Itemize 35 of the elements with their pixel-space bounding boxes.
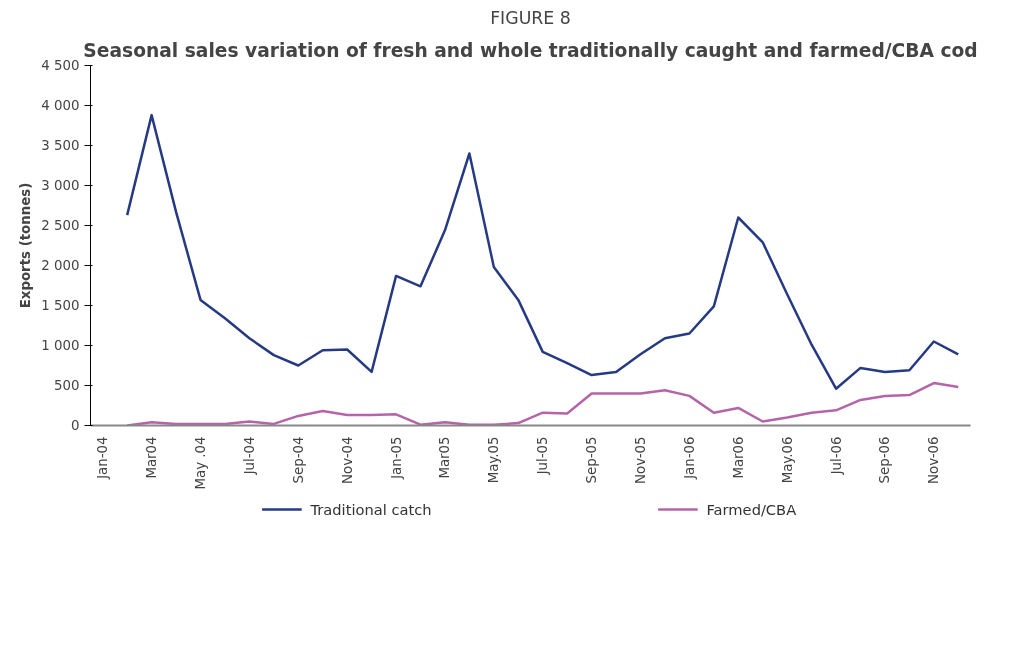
y-tick-label: 4 000 [41, 98, 80, 113]
y-tick-label: 1 500 [41, 298, 80, 313]
chart-subtitle: Seasonal sales variation of fresh and whole traditionally caught and farmed/CBA cod [83, 39, 978, 61]
line-series [125, 381, 960, 426]
x-tick-label: Sep-05 [584, 436, 600, 484]
legend-label: Farmed/CBA [706, 501, 797, 518]
x-tick-label: May .04 [193, 436, 208, 490]
y-axis-title: Exports (tonnes) [18, 182, 34, 309]
x-tick-label: Mar04 [144, 436, 160, 479]
x-tick-label: Nov-04 [339, 436, 355, 484]
x-tick-label: Jan-05 [388, 436, 404, 480]
x-tick-label: Sep-04 [290, 436, 306, 484]
chart-title: FIGURE 8 [490, 7, 571, 28]
x-tick-label: Jan-06 [681, 436, 697, 480]
y-tick-label: 3 000 [41, 178, 80, 193]
y-tick-label: 2 000 [41, 258, 80, 273]
x-tick-label: Jul-04 [241, 436, 257, 476]
y-tick-label: 2 500 [41, 218, 80, 233]
x-tick-label: May.05 [486, 436, 502, 484]
legend-label: Traditional catch [309, 501, 432, 518]
line-series [125, 113, 960, 390]
x-tick-label: Mar06 [730, 436, 746, 479]
x-tick-label: Jan-04 [95, 436, 111, 480]
y-tick-label: 500 [54, 378, 80, 393]
y-tick-label: 0 [71, 418, 80, 433]
x-tick-label: May.06 [779, 436, 795, 484]
x-tick-label: Nov-06 [926, 436, 942, 484]
x-tick-label: Nov-05 [633, 436, 648, 484]
x-tick-label: Jul-05 [535, 436, 551, 476]
x-tick-label: Mar05 [437, 436, 453, 479]
x-tick-label: Jul-06 [828, 436, 844, 476]
y-tick-label: 3 500 [41, 138, 80, 153]
x-tick-label: Sep-06 [877, 436, 893, 484]
y-tick-label: 4 500 [41, 58, 80, 73]
y-tick-label: 1 000 [41, 338, 80, 353]
